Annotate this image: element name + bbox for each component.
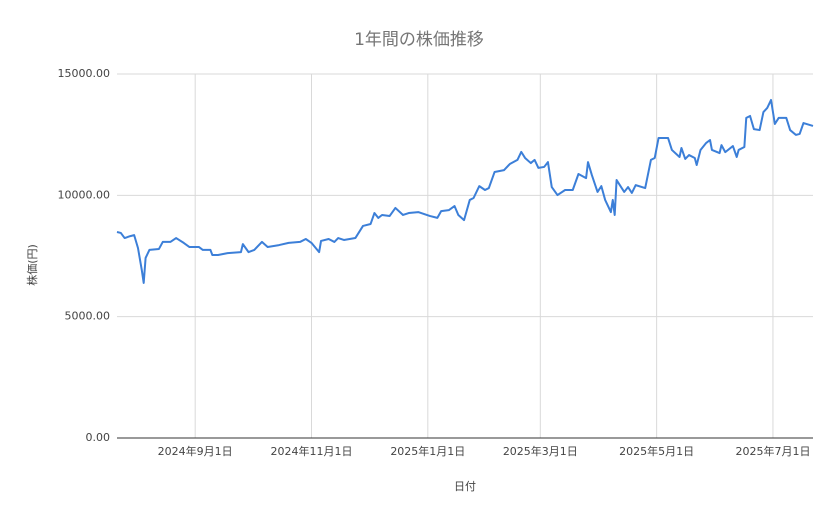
x-tick-label: 2024年11月1日 [270, 444, 352, 458]
chart-title: 1年間の株価推移 [354, 30, 484, 50]
y-tick-label: 15000.00 [58, 67, 111, 80]
y-tick-label: 10000.00 [58, 188, 111, 201]
y-axis-title: 株価(円) [25, 244, 39, 286]
y-tick-label: 0.00 [86, 431, 111, 444]
x-tick-label: 2024年9月1日 [158, 444, 233, 458]
line-series [116, 98, 814, 284]
y-tick-label: 5000.00 [65, 310, 111, 323]
x-tick-label: 2025年7月1日 [735, 444, 810, 458]
x-tick-label: 2025年1月1日 [390, 444, 465, 458]
x-tick-label: 2025年5月1日 [619, 444, 694, 458]
x-tick-label: 2025年3月1日 [503, 444, 578, 458]
x-axis-title: 日付 [454, 480, 476, 493]
